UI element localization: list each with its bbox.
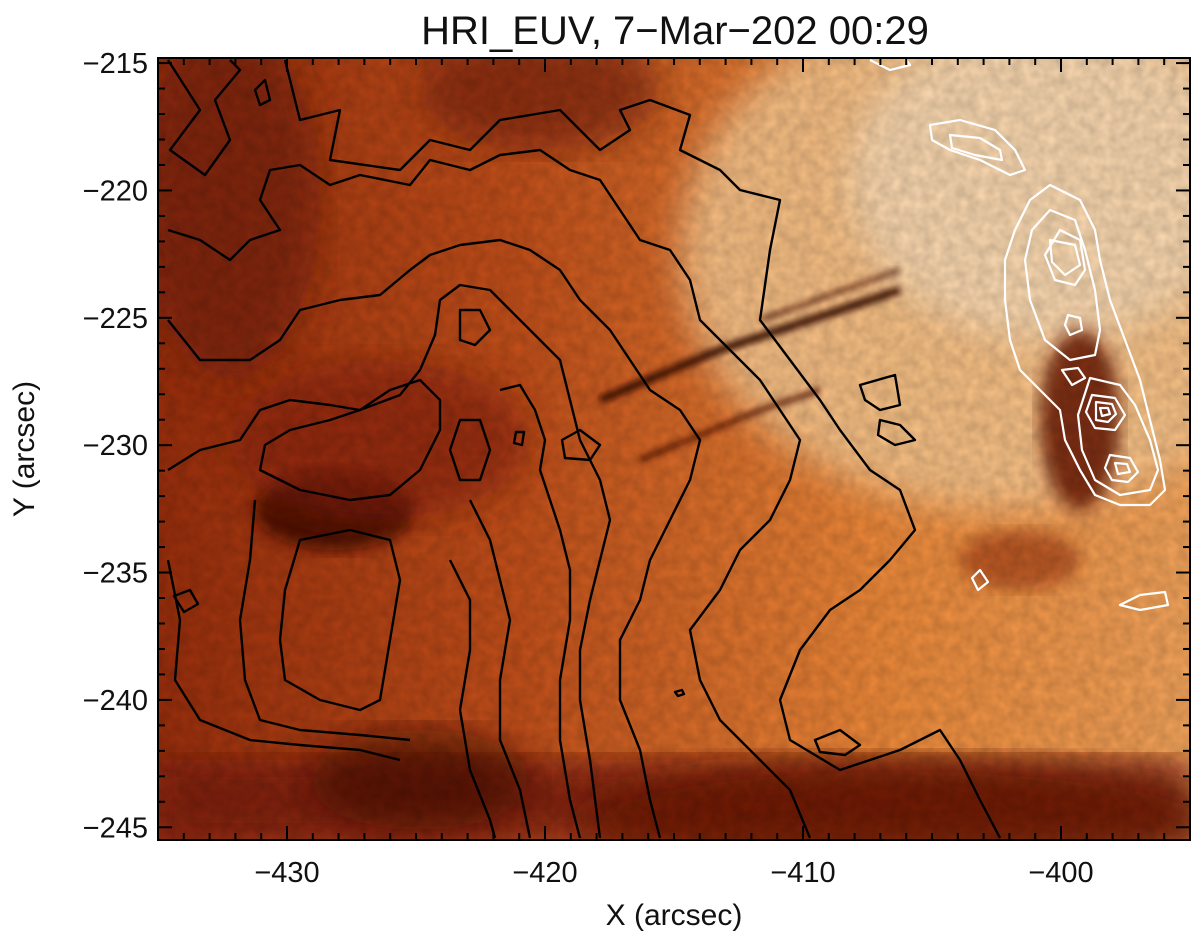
x-tick-label: −400 [1028, 857, 1093, 889]
x-axis: −430 −420 −410 −400 [157, 58, 1191, 889]
y-tick-label: −215 [83, 48, 148, 80]
y-tick-label: −245 [83, 812, 148, 844]
y-tick-label: −230 [83, 430, 148, 462]
x-axis-label: X (arcsec) [606, 899, 743, 932]
x-tick-label: −410 [770, 857, 835, 889]
chart-title: HRI_EUV, 7−Mar−202 00:29 [421, 9, 929, 53]
y-tick-label: −225 [83, 303, 148, 335]
y-tick-label: −220 [83, 175, 148, 207]
y-axis: −215 −220 −225 −230 −235 −240 −245 [83, 48, 1190, 844]
y-tick-label: −235 [83, 558, 148, 590]
x-tick-label: −420 [512, 857, 577, 889]
euv-image [158, 58, 1190, 840]
y-axis-label: Y (arcsec) [8, 381, 41, 517]
x-tick-label: −430 [254, 857, 319, 889]
y-tick-label: −240 [83, 685, 148, 717]
black-contours [166, 59, 1002, 839]
